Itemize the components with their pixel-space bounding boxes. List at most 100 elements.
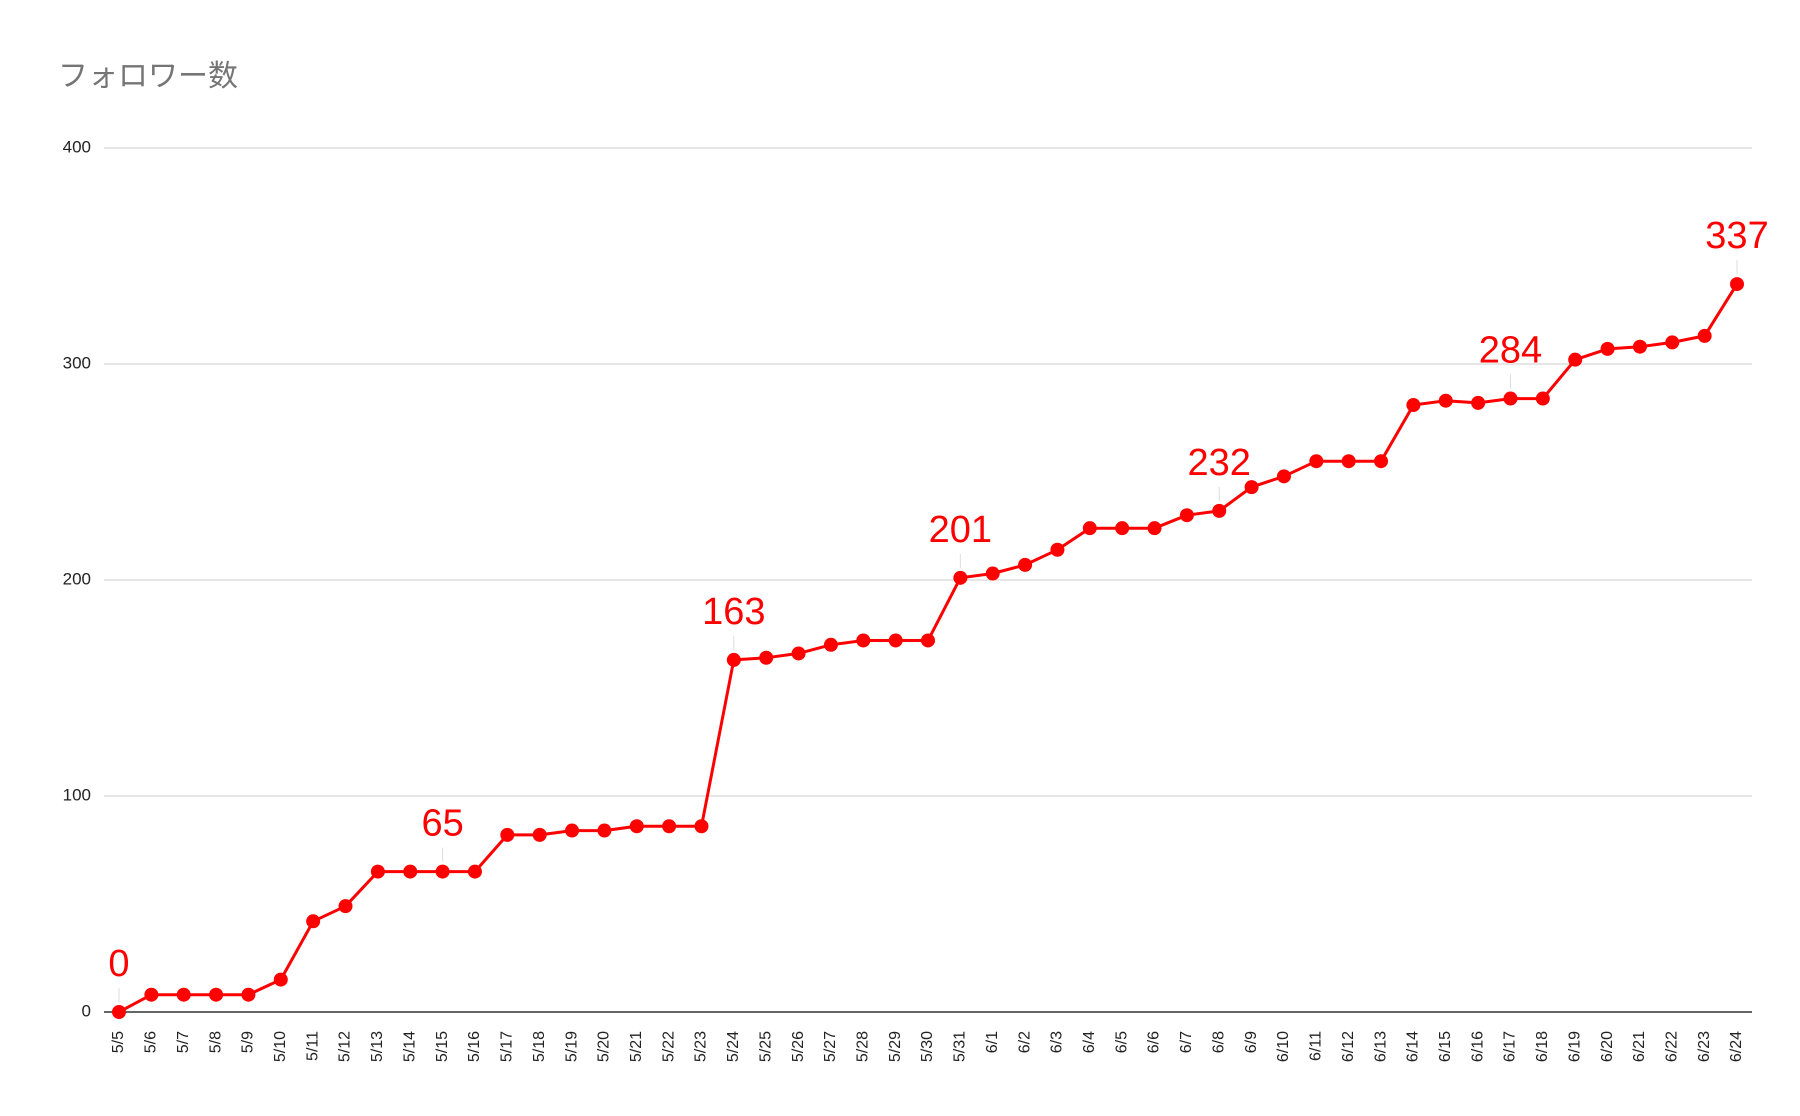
point	[985, 566, 1000, 581]
x-tick-label: 5/22	[660, 1031, 677, 1062]
x-tick-label: 5/13	[369, 1031, 386, 1062]
x-tick-label: 5/5	[110, 1031, 127, 1053]
x-tick-label: 6/13	[1372, 1031, 1389, 1062]
x-tick-label: 5/17	[499, 1031, 516, 1062]
point	[1730, 277, 1744, 292]
point	[1115, 521, 1130, 536]
x-tick-label: 5/11	[304, 1031, 321, 1061]
x-tick-label: 5/26	[790, 1031, 807, 1062]
point	[1244, 480, 1259, 495]
data-label: 163	[702, 591, 765, 633]
point	[1697, 328, 1712, 343]
x-tick-label: 5/27	[822, 1031, 839, 1062]
x-tick-label: 5/29	[887, 1031, 904, 1062]
point	[1082, 521, 1097, 536]
point	[1471, 395, 1486, 410]
point	[1309, 454, 1324, 469]
point	[629, 819, 644, 834]
x-tick-label: 6/6	[1146, 1031, 1163, 1053]
x-tick-label: 5/25	[757, 1031, 774, 1062]
x-tick-label: 6/15	[1437, 1031, 1454, 1062]
x-tick-label: 5/6	[143, 1031, 160, 1053]
point	[1179, 508, 1194, 523]
line	[118, 283, 1739, 1014]
x-tick-label: 5/7	[175, 1031, 192, 1053]
data-label: 232	[1188, 442, 1251, 484]
point	[921, 633, 935, 648]
x-tick-label: 5/19	[563, 1031, 580, 1062]
y-tick-label: 300	[63, 353, 91, 372]
x-tick-label: 5/24	[725, 1031, 742, 1062]
x-tick-label: 5/18	[531, 1031, 548, 1062]
y-tick-label: 400	[63, 137, 91, 156]
point	[953, 570, 968, 585]
x-tick-label: 6/7	[1178, 1031, 1195, 1053]
point	[435, 864, 450, 879]
x-tick-label: 6/16	[1469, 1031, 1486, 1062]
point	[1600, 341, 1615, 356]
x-tick-label: 5/16	[466, 1031, 483, 1062]
x-tick-label: 5/12	[337, 1031, 354, 1062]
y-tick-label: 0	[82, 1001, 91, 1020]
x-tick-label: 6/24	[1728, 1031, 1745, 1062]
x-tick-label: 6/22	[1663, 1031, 1680, 1062]
x-tick-label: 6/18	[1534, 1031, 1551, 1062]
x-tick-label: 5/9	[240, 1031, 257, 1053]
x-tick-label: 6/12	[1340, 1031, 1357, 1062]
point	[1050, 542, 1065, 557]
point	[1535, 391, 1550, 406]
point	[1503, 391, 1518, 406]
y-tick-label: 100	[63, 785, 91, 804]
data-label: 337	[1705, 215, 1768, 257]
point	[1212, 503, 1227, 518]
point	[888, 633, 903, 648]
point	[403, 864, 418, 879]
x-tick-label: 6/20	[1599, 1031, 1616, 1062]
x-tick-label: 6/23	[1696, 1031, 1713, 1062]
data-label: 65	[421, 803, 463, 845]
y-tick-label: 200	[63, 569, 91, 588]
x-tick-label: 5/10	[272, 1031, 289, 1062]
point	[144, 987, 159, 1002]
point	[823, 637, 838, 652]
point	[694, 819, 709, 834]
point	[1341, 454, 1356, 469]
point	[791, 646, 806, 661]
x-tick-label: 5/30	[919, 1031, 936, 1062]
point	[759, 650, 774, 665]
point	[306, 914, 321, 929]
x-tick-label: 5/15	[434, 1031, 451, 1062]
x-tick-label: 6/5	[1113, 1031, 1130, 1053]
point	[1438, 393, 1453, 408]
data-label: 201	[929, 509, 992, 551]
x-tick-label: 5/23	[693, 1031, 710, 1062]
x-tick-label: 6/14	[1405, 1031, 1422, 1062]
point	[273, 972, 288, 987]
point	[597, 823, 612, 838]
point	[1632, 339, 1647, 354]
x-tick-label: 5/28	[854, 1031, 871, 1062]
x-tick-label: 6/1	[984, 1031, 1001, 1053]
point	[500, 827, 515, 842]
data-label: 0	[108, 943, 129, 985]
point	[241, 987, 256, 1002]
point	[1568, 352, 1583, 367]
x-tick-label: 6/9	[1243, 1031, 1260, 1053]
x-tick-label: 6/8	[1210, 1031, 1227, 1053]
point	[726, 652, 741, 667]
x-tick-label: 6/21	[1631, 1031, 1648, 1062]
data-label: 284	[1479, 330, 1542, 372]
point	[662, 819, 677, 834]
point	[1018, 557, 1033, 572]
x-tick-label: 6/10	[1275, 1031, 1292, 1062]
point	[532, 827, 547, 842]
point	[856, 633, 871, 648]
x-tick-label: 5/14	[401, 1031, 418, 1062]
x-tick-label: 5/31	[952, 1031, 969, 1062]
point	[467, 864, 482, 879]
point	[1374, 454, 1389, 469]
point	[338, 899, 353, 914]
point	[1406, 398, 1421, 413]
x-tick-label: 6/11	[1308, 1031, 1325, 1061]
